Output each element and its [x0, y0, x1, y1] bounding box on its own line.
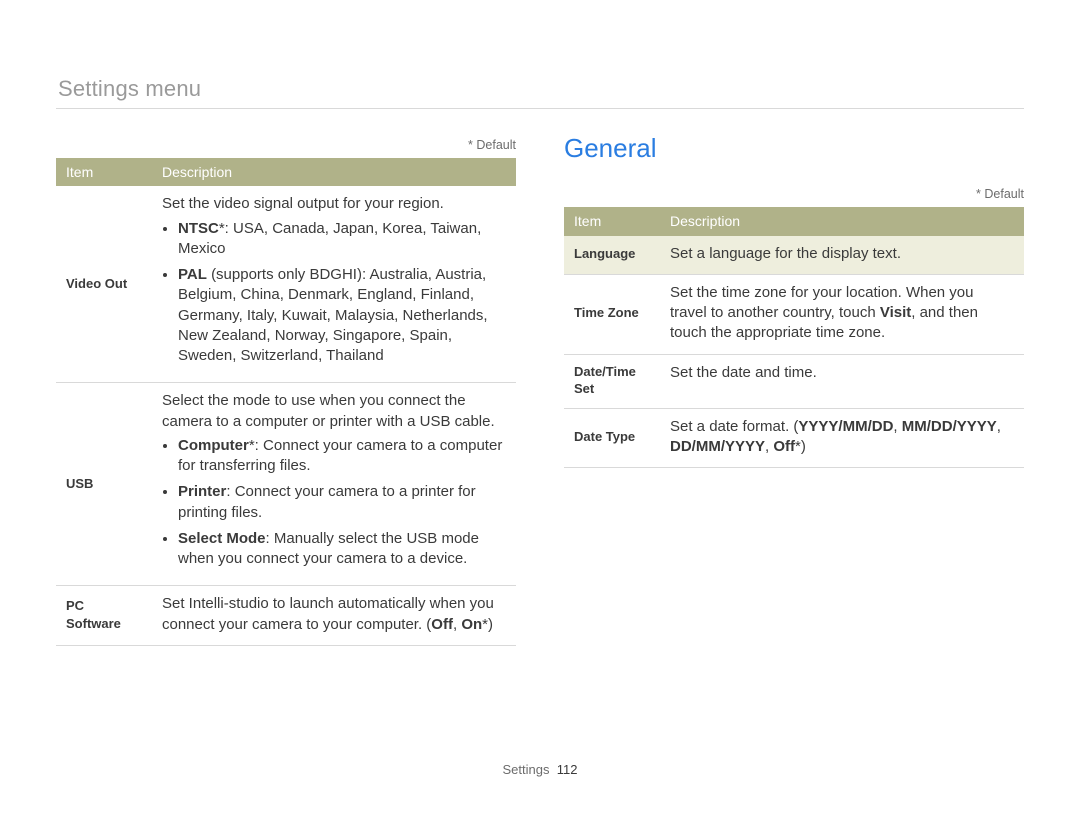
cell-description: Set a date format. (YYYY/MM/DD, MM/DD/YY… [660, 408, 1024, 468]
two-columns: * Default Item Description Video Out Set… [56, 137, 1024, 646]
default-note: * Default [56, 137, 516, 154]
cell-description: Set Intelli-studio to launch automatical… [152, 586, 516, 646]
cell-item: Time Zone [564, 274, 660, 354]
list-item: Printer: Connect your camera to a printe… [178, 482, 506, 523]
manual-page: Settings menu * Default Item Description… [0, 0, 1080, 815]
page-number: 112 [557, 762, 578, 777]
list-item: PAL (supports only BDGHI): Australia, Au… [178, 265, 506, 366]
cell-item: USB [56, 383, 152, 586]
cell-item: Date Type [564, 408, 660, 468]
right-column: General * Default Item Description Langu… [564, 137, 1024, 646]
col-item: Item [56, 158, 152, 187]
bullet-list: Computer*: Connect your camera to a comp… [162, 436, 506, 570]
table-row: Date/Time Set Set the date and time. [564, 354, 1024, 408]
section-heading: Settings menu [58, 74, 1024, 104]
left-table: Item Description Video Out Set the video… [56, 158, 516, 646]
right-table: Item Description Language Set a language… [564, 207, 1024, 468]
table-row: Language Set a language for the display … [564, 236, 1024, 275]
cell-item: PC Software [56, 586, 152, 646]
footer-label: Settings [503, 762, 550, 777]
col-description: Description [660, 207, 1024, 236]
row-intro: Set the video signal output for your reg… [162, 194, 506, 214]
table-row: Time Zone Set the time zone for your loc… [564, 274, 1024, 354]
cell-item: Date/Time Set [564, 354, 660, 408]
list-item: Select Mode: Manually select the USB mod… [178, 529, 506, 570]
left-column: * Default Item Description Video Out Set… [56, 137, 516, 646]
table-row: Video Out Set the video signal output fo… [56, 186, 516, 383]
row-intro: Select the mode to use when you connect … [162, 391, 506, 432]
cell-description: Select the mode to use when you connect … [152, 383, 516, 586]
cell-item: Language [564, 236, 660, 275]
list-item: NTSC*: USA, Canada, Japan, Korea, Taiwan… [178, 219, 506, 260]
list-item: Computer*: Connect your camera to a comp… [178, 436, 506, 477]
page-footer: Settings 112 [0, 761, 1080, 779]
cell-item: Video Out [56, 186, 152, 383]
table-header-row: Item Description [56, 158, 516, 187]
cell-description: Set a language for the display text. [660, 236, 1024, 275]
default-note: * Default [564, 186, 1024, 203]
section-divider [56, 108, 1024, 109]
col-item: Item [564, 207, 660, 236]
bullet-list: NTSC*: USA, Canada, Japan, Korea, Taiwan… [162, 219, 506, 367]
cell-description: Set the video signal output for your reg… [152, 186, 516, 383]
table-row: USB Select the mode to use when you conn… [56, 383, 516, 586]
col-description: Description [152, 158, 516, 187]
table-header-row: Item Description [564, 207, 1024, 236]
cell-description: Set the time zone for your location. Whe… [660, 274, 1024, 354]
table-row: Date Type Set a date format. (YYYY/MM/DD… [564, 408, 1024, 468]
general-title: General [564, 131, 1024, 166]
cell-description: Set the date and time. [660, 354, 1024, 408]
table-row: PC Software Set Intelli-studio to launch… [56, 586, 516, 646]
